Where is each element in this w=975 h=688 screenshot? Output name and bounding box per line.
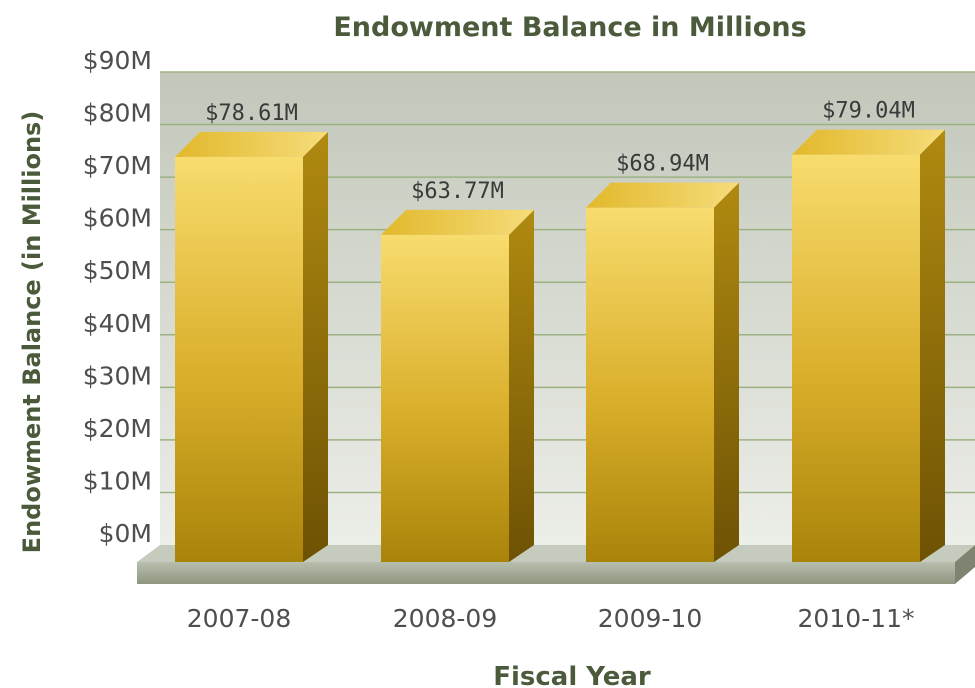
floor-front [137, 562, 955, 584]
y-tick-labels: $0M $10M $20M $30M $40M $50M $60M $70M $80M $90M [83, 46, 152, 548]
x-tick-labels: 2007-08 2008-09 2009-10 2010-11* [187, 604, 915, 633]
bar-top [792, 129, 945, 155]
plot-background [160, 72, 975, 545]
y-tick-label: $10M [83, 466, 152, 495]
bar-2010-11* [792, 129, 945, 562]
bar-front [175, 156, 303, 562]
x-tick-label: 2010-11* [798, 604, 915, 633]
bars [175, 129, 945, 563]
chart-title: Endowment Balance in Millions [333, 12, 806, 43]
data-label: $79.04M [822, 99, 915, 124]
y-tick-label: $0M [99, 519, 152, 548]
y-tick-label: $60M [83, 204, 152, 233]
data-labels: $78.61M $63.77M $68.94M $79.04M [205, 99, 915, 204]
bar-side [714, 182, 739, 562]
data-label: $63.77M [411, 179, 504, 204]
y-tick-label: $40M [83, 309, 152, 338]
data-label: $68.94M [616, 152, 709, 177]
bar-side [920, 129, 945, 562]
floor-side [955, 545, 975, 584]
data-label: $78.61M [205, 101, 298, 126]
bar-front [792, 154, 920, 562]
bar-front [586, 207, 714, 562]
bar-top [175, 131, 328, 157]
x-tick-label: 2008-09 [393, 604, 497, 633]
bar-2007-08 [175, 131, 328, 562]
y-tick-label: $50M [83, 256, 152, 285]
y-tick-label: $80M [83, 99, 152, 128]
x-tick-label: 2009-10 [598, 604, 702, 633]
bar-side [509, 209, 534, 563]
bar-2008-09 [381, 209, 534, 563]
y-tick-label: $70M [83, 151, 152, 180]
x-axis-label: Fiscal Year [493, 662, 651, 688]
bar-top [586, 182, 739, 208]
floor-top [137, 545, 975, 562]
bar-side [303, 131, 328, 562]
y-tick-label: $90M [83, 46, 152, 75]
bar-2009-10 [586, 182, 739, 562]
y-tick-label: $20M [83, 414, 152, 443]
y-tick-label: $30M [83, 361, 152, 390]
x-tick-label: 2007-08 [187, 604, 291, 633]
bar-front [381, 234, 509, 563]
bar-top [381, 209, 534, 235]
y-axis-label: Endowment Balance (in Millions) [18, 111, 46, 554]
